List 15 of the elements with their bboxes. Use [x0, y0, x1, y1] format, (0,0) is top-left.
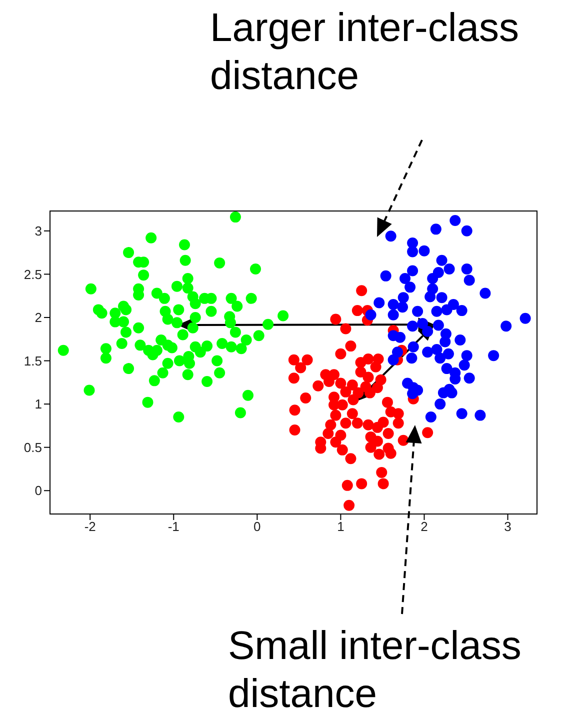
x-tick-label: 3: [504, 519, 512, 534]
x-tick-label: 1: [337, 519, 344, 534]
x-tick-label: -1: [168, 519, 180, 534]
y-tick-label: 0: [34, 483, 42, 498]
x-tick-label: 2: [420, 519, 428, 534]
x-tick-label: -2: [84, 519, 96, 534]
text: Larger inter-class distance: [210, 5, 520, 100]
y-tick-label: 1.5: [24, 353, 42, 368]
y-tick-label: 2: [34, 310, 42, 326]
y-tick-label: 3: [34, 224, 42, 239]
y-tick-label: 1: [34, 396, 42, 412]
text: Small inter-class distance: [228, 623, 522, 718]
y-tick-label: 0.5: [24, 440, 42, 455]
x-tick-label: 0: [254, 519, 261, 534]
y-tick-label: 2.5: [24, 266, 42, 282]
